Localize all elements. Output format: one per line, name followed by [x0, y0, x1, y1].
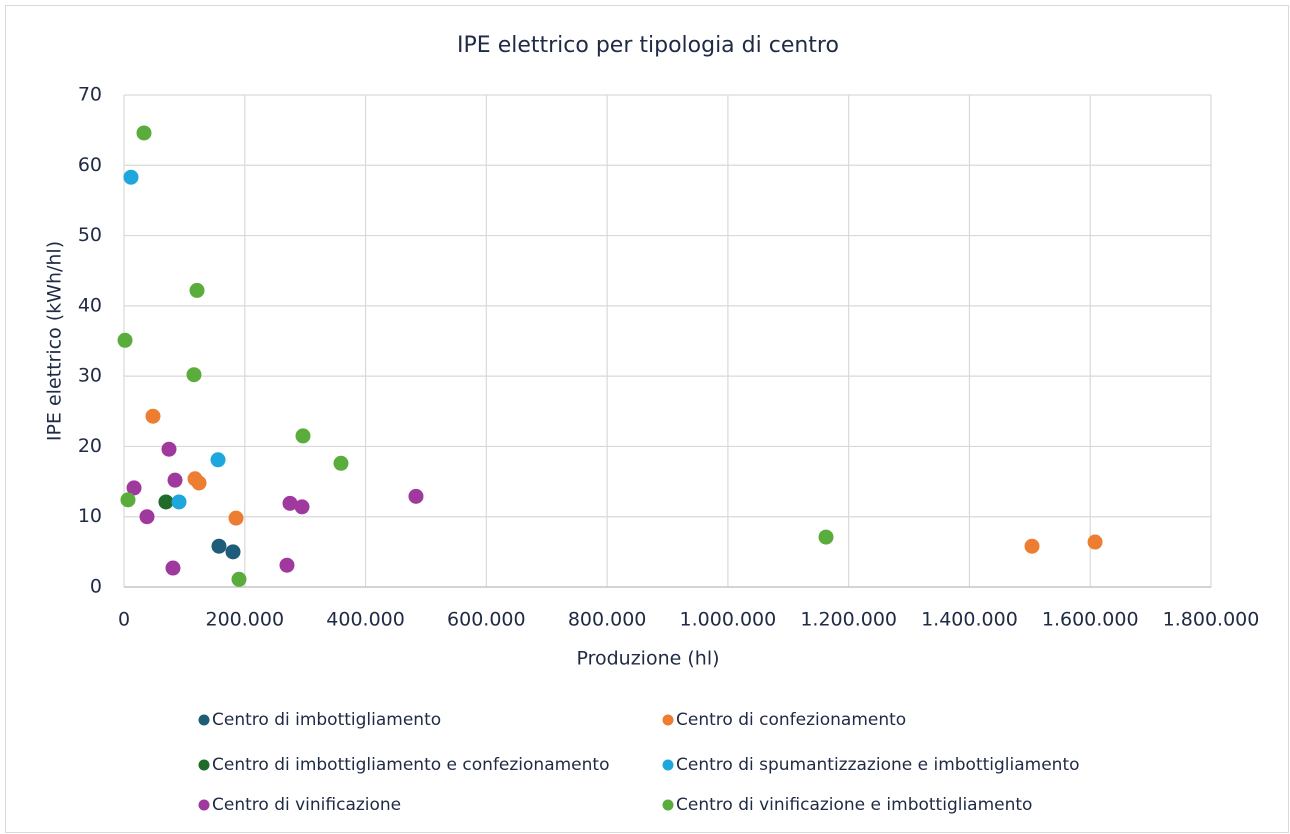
data-point — [279, 557, 295, 573]
data-point — [189, 282, 205, 298]
data-point — [126, 480, 142, 496]
y-tick-label: 30 — [78, 365, 102, 387]
x-tick-label: 1.400.000 — [921, 609, 1018, 631]
data-point — [191, 475, 207, 491]
legend-label: Centro di spumantizzazione e imbottiglia… — [676, 755, 1080, 775]
data-point — [408, 488, 424, 504]
y-tick-label: 0 — [90, 576, 102, 598]
x-tick-label: 200.000 — [205, 609, 284, 631]
legend-marker — [198, 714, 210, 726]
chart-title: IPE elettrico per tipologia di centro — [457, 33, 839, 58]
legend-marker — [198, 799, 210, 811]
data-point — [120, 492, 136, 508]
data-point — [165, 560, 181, 576]
data-point — [211, 538, 227, 554]
y-tick-label: 40 — [78, 294, 102, 316]
legend-label: Centro di confezionamento — [676, 710, 906, 730]
data-point — [167, 472, 183, 488]
data-point — [1024, 538, 1040, 554]
legend-label: Centro di vinificazione e imbottigliamen… — [676, 795, 1032, 815]
data-point — [1087, 534, 1103, 550]
y-tick-label: 20 — [78, 435, 102, 457]
legend-label: Centro di vinificazione — [212, 795, 401, 815]
x-tick-label: 1.800.000 — [1163, 609, 1260, 631]
chart-border — [5, 5, 1289, 833]
data-point — [145, 408, 161, 424]
legend-marker — [662, 759, 674, 771]
legend-marker — [662, 714, 674, 726]
x-tick-label: 1.600.000 — [1042, 609, 1139, 631]
x-tick-label: 800.000 — [568, 609, 647, 631]
data-point — [123, 169, 139, 185]
x-tick-label: 600.000 — [447, 609, 526, 631]
x-tick-label: 0 — [118, 609, 130, 631]
x-axis-title: Produzione (hl) — [576, 648, 719, 670]
data-point — [171, 494, 187, 510]
data-point — [294, 499, 310, 515]
data-point — [117, 332, 133, 348]
data-point — [282, 495, 298, 511]
data-point — [295, 428, 311, 444]
data-point — [139, 509, 155, 525]
x-tick-label: 1.200.000 — [800, 609, 897, 631]
data-point — [818, 529, 834, 545]
y-tick-label: 70 — [78, 84, 102, 106]
x-tick-label: 1.000.000 — [680, 609, 777, 631]
y-tick-label: 10 — [78, 505, 102, 527]
legend-marker — [662, 799, 674, 811]
data-point — [210, 452, 226, 468]
y-tick-label: 60 — [78, 154, 102, 176]
data-point — [333, 455, 349, 471]
data-point — [228, 510, 244, 526]
data-point — [161, 441, 177, 457]
data-point — [225, 544, 241, 560]
x-tick-label: 400.000 — [326, 609, 405, 631]
data-point — [231, 571, 247, 587]
data-point — [136, 125, 152, 141]
legend-marker — [198, 759, 210, 771]
data-point — [186, 367, 202, 383]
y-axis-title: IPE elettrico (kWh/hl) — [44, 241, 66, 441]
y-tick-label: 50 — [78, 224, 102, 246]
legend-label: Centro di imbottigliamento e confezionam… — [212, 755, 609, 775]
legend-label: Centro di imbottigliamento — [212, 710, 441, 730]
data-point — [158, 494, 174, 510]
